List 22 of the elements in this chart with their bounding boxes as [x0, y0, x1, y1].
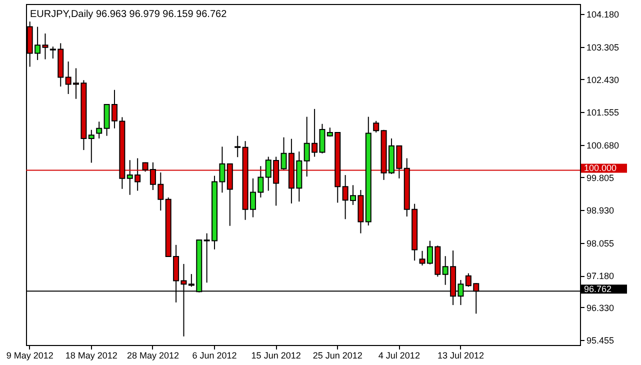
y-tick-label: 102.430	[586, 74, 620, 85]
x-tick-label: 6 Jun 2012	[192, 350, 237, 360]
y-tick-label: 98.930	[586, 206, 614, 216]
y-tick-label: 96.330	[586, 302, 614, 313]
x-tick-label: 18 May 2012	[65, 350, 118, 360]
y-tick-label: 95.455	[586, 335, 614, 346]
x-tick-label: 28 May 2012	[126, 350, 179, 360]
x-tick-label: 9 May 2012	[6, 350, 54, 360]
y-tick-label: 97.180	[586, 271, 614, 282]
ref-line-label: 100.000	[584, 163, 617, 174]
y-tick-label: 99.805	[586, 172, 614, 183]
y-tick-label: 100.680	[586, 140, 620, 150]
x-tick-label: 15 Jun 2012	[251, 350, 301, 360]
text: EURJPY,Daily 96.963 96.979 96.159 96.762	[30, 9, 228, 20]
ref-line-label: 96.762	[584, 284, 612, 294]
y-tick-label: 103.305	[586, 42, 620, 52]
y-tick-label: 101.555	[586, 108, 620, 118]
y-tick-label: 104.180	[586, 10, 620, 20]
x-tick-label: 25 Jun 2012	[312, 350, 362, 360]
x-tick-label: 13 Jul 2012	[437, 350, 484, 360]
x-tick-label: 4 Jul 2012	[378, 350, 420, 360]
y-tick-label: 98.055	[586, 238, 614, 248]
